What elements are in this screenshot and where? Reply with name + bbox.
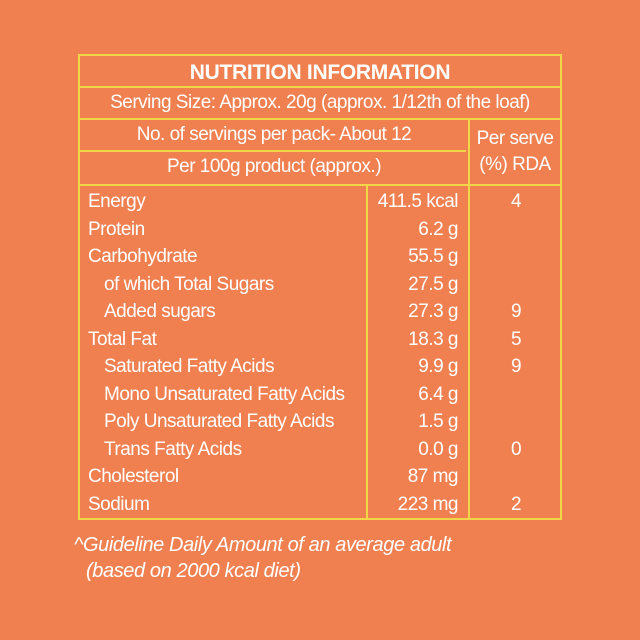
nutrient-name: Protein (88, 218, 145, 240)
rda-header-line2: (%) RDA (479, 154, 551, 175)
nutrient-name: Saturated Fatty Acids (104, 356, 275, 377)
rda-header-line1: Per serve (476, 128, 554, 149)
nutrient-name: Trans Fatty Acids (104, 438, 242, 460)
nutrient-name: Sodium (88, 493, 150, 515)
nutrient-rda: 9 (510, 356, 522, 377)
divider (80, 118, 560, 120)
table-row: Carbohydrate 55.5 g (80, 243, 560, 271)
nutrient-value: 27.5 g (408, 273, 458, 295)
nutrient-value: 87 mg (407, 466, 459, 487)
nutrient-value: 223 mg (397, 493, 459, 515)
column-divider (366, 186, 368, 518)
nutrient-name: Poly Unsaturated Fatty Acids (104, 411, 334, 432)
footnote-line2: (based on 2000 kcal diet) (86, 560, 301, 582)
nutrient-value: 411.5 kcal (377, 191, 459, 212)
footnote-line1: ^Guideline Daily Amount of an average ad… (74, 534, 452, 556)
divider (80, 86, 560, 88)
per-100g-header: Per 100g product (approx.) (166, 156, 382, 177)
rda-header: Per serve (%) RDA (470, 122, 560, 184)
nutrient-name: Added sugars (104, 301, 216, 322)
table-title: NUTRITION INFORMATION (189, 61, 451, 84)
column-divider (468, 120, 470, 518)
nutrient-value: 9.9 g (418, 356, 458, 377)
nutrient-value: 1.5 g (418, 411, 458, 432)
table-row: Added sugars 27.3 g 9 (80, 298, 560, 326)
serving-size: Serving Size: Approx. 20g (approx. 1/12t… (110, 92, 530, 113)
nutrient-name: Carbohydrate (88, 246, 198, 267)
table-row: Trans Fatty Acids 0.0 g 0 (80, 436, 560, 464)
nutrient-rda: 5 (510, 328, 522, 350)
nutrient-value: 0.0 g (418, 438, 458, 460)
nutrient-value: 27.3 g (408, 301, 458, 322)
divider (80, 184, 560, 186)
nutrient-rda: 2 (510, 493, 522, 515)
nutrient-name: Total Fat (88, 328, 157, 350)
nutrient-name: Cholesterol (88, 466, 179, 487)
nutrient-rda: 9 (510, 301, 522, 322)
nutrient-name: Mono Unsaturated Fatty Acids (104, 383, 345, 405)
nutrient-value: 6.4 g (418, 383, 458, 405)
footnote: ^Guideline Daily Amount of an average ad… (74, 532, 452, 584)
nutrient-rda: 4 (510, 191, 522, 212)
table-row: Saturated Fatty Acids 9.9 g 9 (80, 353, 560, 381)
table-row: Energy 411.5 kcal 4 (80, 188, 560, 216)
table-row: Total Fat 18.3 g 5 (80, 326, 560, 354)
table-row: Protein 6.2 g (80, 216, 560, 244)
nutrient-name: Energy (88, 191, 146, 212)
nutrient-value: 6.2 g (418, 218, 458, 240)
nutrient-name: of which Total Sugars (104, 273, 274, 295)
nutrition-table: NUTRITION INFORMATION Serving Size: Appr… (78, 54, 562, 520)
divider (80, 150, 466, 152)
nutrient-rows: Energy 411.5 kcal 4 Protein 6.2 g Carbohydrat… (80, 188, 560, 518)
table-row: Cholesterol 87 mg (80, 463, 560, 491)
table-row: Poly Unsaturated Fatty Acids 1.5 g (80, 408, 560, 436)
servings-per-pack: No. of servings per pack- About 12 (136, 124, 412, 145)
nutrient-value: 55.5 g (408, 246, 458, 267)
table-row: Sodium 223 mg 2 (80, 491, 560, 519)
table-row: Mono Unsaturated Fatty Acids 6.4 g (80, 381, 560, 409)
nutrient-rda: 0 (510, 438, 522, 460)
nutrient-value: 18.3 g (408, 328, 458, 350)
table-row: of which Total Sugars 27.5 g (80, 271, 560, 299)
